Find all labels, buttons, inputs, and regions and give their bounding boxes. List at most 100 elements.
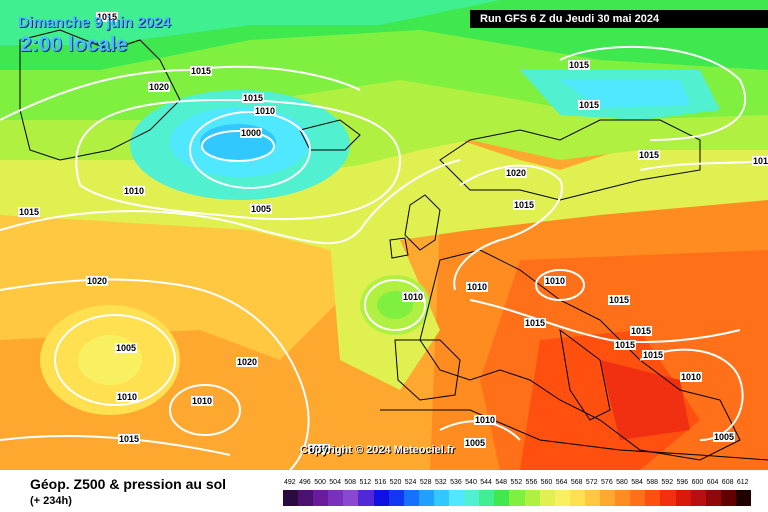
scale-swatch <box>615 490 631 506</box>
isobar-label: 1010 <box>191 396 214 406</box>
isobar-label: 1005 <box>250 204 273 214</box>
scale-swatch <box>464 490 480 506</box>
scale-swatch <box>660 490 676 506</box>
scale-tick-label: 520 <box>389 479 402 486</box>
isobar-label: 1015 <box>242 93 265 103</box>
scale-swatch <box>479 490 495 506</box>
isobar-label: 1015 <box>608 295 631 305</box>
z500-zone-532 <box>200 124 276 160</box>
scale-tick-label: 540 <box>465 479 477 486</box>
z500-zone-west <box>0 160 60 200</box>
scale-tick-label: 532 <box>434 479 447 486</box>
scale-swatch <box>630 490 646 506</box>
legend-footer: Géop. Z500 & pression au sol (+ 234h) 49… <box>0 470 768 512</box>
scale-swatch <box>358 490 375 506</box>
scale-tick-label: 580 <box>616 479 628 486</box>
scale-tick-label: 500 <box>314 479 326 486</box>
europe-coast <box>419 249 741 461</box>
scale-tick-label: 492 <box>284 479 296 486</box>
isobar-label: 1015 <box>630 326 653 336</box>
scandinavia-coast <box>439 119 701 201</box>
isobar-1015-scand <box>559 45 747 141</box>
isobar-label: 1015 <box>568 60 591 70</box>
scale-tick-label: 608 <box>721 479 734 486</box>
isobar-label: 1020 <box>86 276 109 286</box>
scale-tick-label: 584 <box>631 479 643 486</box>
ireland-coast <box>389 237 409 259</box>
isobar-1015-north <box>0 65 361 121</box>
scale-swatch <box>449 490 465 506</box>
isobar-1010-s <box>169 384 241 436</box>
scale-tick-label: 600 <box>691 479 704 486</box>
scale-tick-label: 556 <box>525 479 538 486</box>
run-info-bar: Run GFS 6 Z du Jeudi 30 mai 2024 <box>470 10 768 28</box>
scale-tick-label: 576 <box>601 479 613 486</box>
isobar-label: 1015 <box>513 200 536 210</box>
scale-swatch <box>403 490 420 506</box>
iceland-coast <box>299 119 361 151</box>
isobar-label: 1020 <box>236 357 259 367</box>
isobar-label: 1015 <box>642 350 665 360</box>
scale-tick-label: 552 <box>510 479 523 486</box>
isobar-1010-biscay <box>364 279 426 331</box>
valid-date: Dimanche 9 juin 2024 <box>18 14 171 31</box>
isobar-label: 1010 <box>254 106 277 116</box>
scale-tick-label: 496 <box>299 479 311 486</box>
scale-tick-label: 512 <box>359 479 372 486</box>
isobar-label: 1010 <box>474 415 497 425</box>
coastlines <box>19 29 768 461</box>
isobars <box>0 45 768 470</box>
scale-tick-label: 572 <box>585 479 598 486</box>
scale-tick-label: 504 <box>329 479 341 486</box>
isobar-label: 1000 <box>240 128 263 138</box>
scale-swatch <box>600 490 616 506</box>
map-canvas <box>0 0 768 470</box>
scale-tick-label: 536 <box>450 479 462 486</box>
north-africa-coast <box>380 409 768 461</box>
scale-swatch <box>690 490 707 506</box>
isobar-label: 1015 <box>614 340 637 350</box>
scale-swatch <box>539 490 556 506</box>
scale-swatch <box>313 490 329 506</box>
color-scale: 492 496 500 504 508 512 516 520 524 528 532 536 540 5… <box>283 479 752 507</box>
scale-swatch <box>328 490 344 506</box>
scale-swatch <box>388 490 405 506</box>
scale-swatch <box>720 490 737 506</box>
scale-swatch <box>343 490 359 506</box>
isobar-label: 1015 <box>18 207 41 217</box>
scale-tick-label: 548 <box>495 479 508 486</box>
uk-coast <box>404 194 441 251</box>
isobar-label: 1015 <box>118 434 141 444</box>
isobar-label: 1020 <box>505 168 528 178</box>
isobar-1010-central <box>535 269 585 301</box>
isobar-label: 1020 <box>148 82 171 92</box>
isobar-label: 1015 <box>524 318 547 328</box>
isobar-label: 1015 <box>96 12 119 22</box>
greenland-coast <box>19 29 181 161</box>
scale-swatch <box>645 490 661 506</box>
z500-zone-596 <box>600 360 690 440</box>
isobar-label: 1010 <box>402 292 425 302</box>
scale-swatch <box>509 490 526 506</box>
scale-swatch <box>373 490 390 506</box>
isobar-1010-north <box>75 98 402 221</box>
scale-tick-label: 596 <box>676 479 689 486</box>
scale-swatch <box>433 490 450 506</box>
scale-swatch <box>735 490 752 506</box>
scale-tick-label: 612 <box>736 479 749 486</box>
scale-swatch <box>584 490 601 506</box>
scale-swatch <box>554 490 571 506</box>
scale-swatch <box>494 490 510 506</box>
scale-tick-label: 528 <box>419 479 432 486</box>
isobar-label: 1015 <box>308 444 331 454</box>
isobar-label: 1015 <box>638 150 661 160</box>
isobar-label: 1010 <box>123 186 146 196</box>
isobar-1020-west <box>0 278 310 470</box>
scale-tick-label: 592 <box>661 479 674 486</box>
isobar-1010-sw <box>54 314 176 406</box>
scale-swatch <box>298 490 314 506</box>
isobar-label: 1005 <box>115 343 138 353</box>
scale-swatch <box>675 490 692 506</box>
isobar-1005 <box>189 111 311 189</box>
isobar-label: 1015 <box>190 66 213 76</box>
